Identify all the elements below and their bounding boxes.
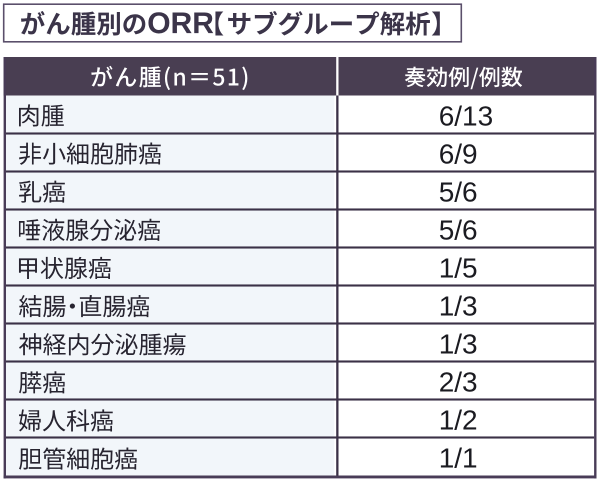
- svg-text:2/3: 2/3: [439, 367, 478, 398]
- svg-text:1/1: 1/1: [439, 443, 478, 474]
- svg-text:1/3: 1/3: [439, 329, 478, 360]
- svg-text:5/6: 5/6: [439, 215, 478, 246]
- svg-text:1/2: 1/2: [439, 405, 478, 436]
- svg-text:5/6: 5/6: [439, 177, 478, 208]
- svg-text:6/9: 6/9: [439, 139, 478, 170]
- svg-text:6/13: 6/13: [439, 101, 494, 132]
- svg-text:1/3: 1/3: [439, 291, 478, 322]
- svg-text:1/5: 1/5: [439, 253, 478, 284]
